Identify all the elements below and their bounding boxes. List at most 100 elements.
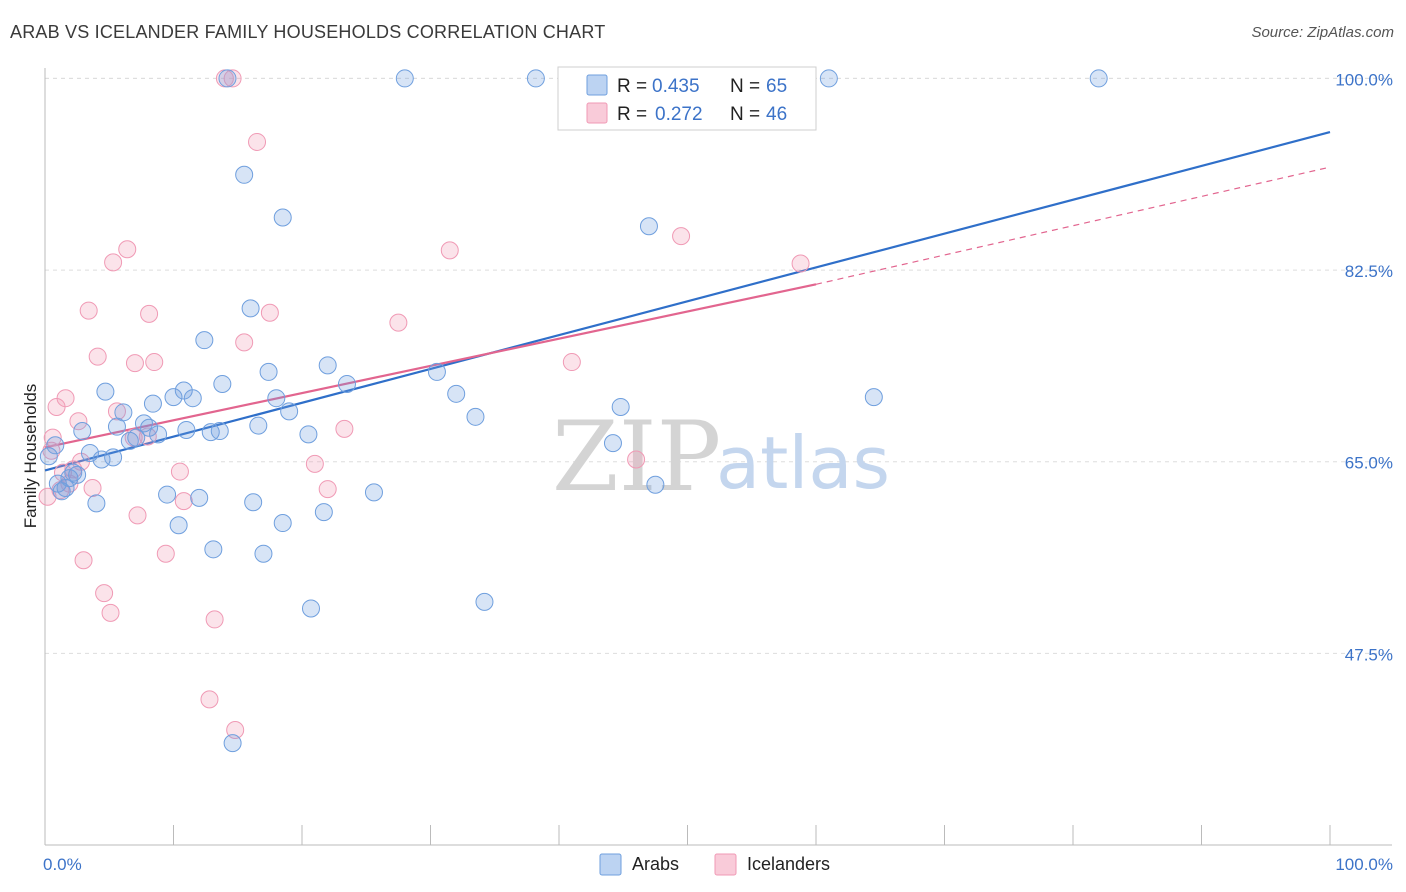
arabs-point [87,494,106,513]
arabs-point [639,217,658,236]
arabs-point [267,389,286,408]
icelanders-point [791,254,810,273]
gridlines [45,77,1392,654]
icelanders-trend-extension [815,166,1331,285]
arabs-point [254,544,273,563]
arabs-point [395,69,414,88]
arabs-point [149,425,168,444]
y-tick-label: 82.5% [1345,262,1393,281]
arabs-point [56,478,75,497]
icelanders-point [562,353,581,372]
arabs-point [611,397,630,416]
arabs-point [46,436,65,455]
icelanders-point [200,690,219,709]
icelanders-point [335,419,354,438]
stats-legend: R = 0.435 N = 65 R = 0.272 N = 46 [557,66,817,131]
icelanders-point [79,301,98,320]
arabs-point [646,475,665,494]
icelanders-point [235,333,254,352]
arabs-point [249,416,268,435]
arabs-point [210,422,229,441]
legend-icelanders-r-value: 0.272 [655,104,703,125]
icelanders-point [56,389,75,408]
icelanders-point [305,454,324,473]
arabs-point [299,425,318,444]
arabs-point [158,485,177,504]
icelanders-point [672,227,691,246]
arabs-point [259,362,278,381]
bottom-legend: Arabs Icelanders [599,853,830,876]
legend-icelanders-r-label: R = [617,104,647,125]
legend-arabs-swatch [586,74,608,96]
arabs-point [223,734,242,753]
icelanders-point [205,610,224,629]
icelanders-point [223,69,242,88]
legend-icelanders-n-value: 46 [766,104,787,125]
arabs-point [143,394,162,413]
bottom-legend-arabs-label: Arabs [632,854,679,874]
icelanders-point [104,253,123,272]
arabs-point [466,407,485,426]
legend-arabs-r-value: 0.435 [652,76,700,97]
bottom-legend-icelanders-label: Icelanders [747,854,830,874]
arabs-point [427,362,446,381]
arabs-point [819,69,838,88]
arabs-point [318,356,337,375]
legend-icelanders-swatch [586,102,608,124]
x-tick-label-max: 100.0% [1335,855,1393,874]
source-label: Source: ZipAtlas.com [1251,24,1394,41]
arabs-point [183,389,202,408]
icelanders-point [118,240,137,259]
icelanders-point [627,450,646,469]
arabs-point [68,465,87,484]
arabs-point [140,418,159,437]
arabs-point [39,447,58,466]
arabs-point [169,516,188,535]
icelanders-point [145,353,164,372]
arabs-point [447,384,466,403]
icelanders-point [140,304,159,323]
arabs-point [190,488,209,507]
arabs-point [114,403,133,422]
icelanders-point [226,721,245,740]
icelanders-point [170,462,189,481]
icelanders-point [125,354,144,373]
icelanders-point [156,544,175,563]
icelanders-point [174,492,193,511]
icelanders-point [389,313,408,332]
icelanders-point [95,584,114,603]
arabs-point [164,388,183,407]
arabs-point [280,402,299,421]
arabs-point [96,382,115,401]
arabs-point [213,374,232,393]
x-tick-labels: 0.0% 100.0% [43,855,1393,874]
arabs-point [235,165,254,184]
arabs-point [73,422,92,441]
chart-title: ARAB VS ICELANDER FAMILY HOUSEHOLDS CORR… [10,22,606,42]
arabs-point [218,69,237,88]
legend-arabs-n-value: 65 [766,76,787,97]
arabs-point [80,443,99,462]
arabs-point [201,423,220,442]
arabs-point [1089,69,1108,88]
arabs-point [241,299,260,318]
arabs-point [301,599,320,618]
watermark: ZIP atlas [552,401,890,513]
icelanders-point [128,506,147,525]
bottom-legend-arabs-swatch [599,853,622,876]
icelanders-point [74,551,93,570]
arabs-point [864,388,883,407]
arabs-point [314,503,333,522]
arabs-trend-line [44,131,1331,472]
legend-arabs-n-label: N = [730,76,760,97]
legend-icelanders-n-label: N = [730,104,760,125]
icelanders-point [101,603,120,622]
arabs-point [174,381,193,400]
arabs-point [337,374,356,393]
y-tick-label: 65.0% [1345,454,1393,473]
arabs-point [104,448,123,467]
arabs-point [273,208,292,227]
y-tick-label: 100.0% [1335,70,1393,89]
x-tick-label-min: 0.0% [43,855,82,874]
